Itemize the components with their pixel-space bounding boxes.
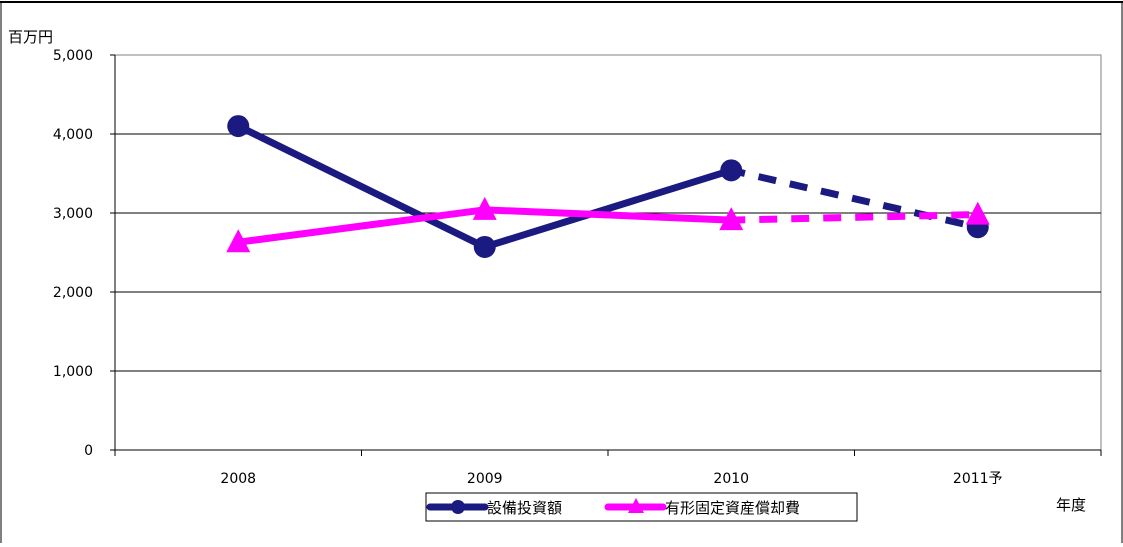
legend-label-capex: 設備投資額 [487, 499, 562, 517]
legend-marker-capex [451, 500, 465, 514]
data-point-circle [473, 235, 496, 258]
x-tick-label: 2009 [467, 471, 503, 487]
x-tick-label: 2010 [713, 471, 749, 487]
y-tick-label: 5,000 [53, 48, 93, 64]
x-tick-label: 2008 [220, 471, 256, 487]
series-line-forecast [730, 166, 979, 231]
legend-label-depreciation: 有形固定資産償却費 [665, 499, 800, 517]
data-point-triangle [472, 196, 497, 220]
y-tick-label: 1,000 [53, 364, 93, 380]
data-point-triangle [965, 201, 990, 225]
series [226, 115, 990, 258]
legend-marker-depreciation [628, 498, 644, 513]
y-tick-label: 3,000 [53, 206, 93, 222]
x-tick-label: 2011予 [953, 471, 1003, 487]
axes: 0 1,000 2,000 3,000 4,000 5,000 2008 2009 2010 20… [53, 48, 1102, 487]
data-point-triangle [719, 207, 744, 231]
series-line-forecast [731, 211, 978, 224]
data-point-circle [227, 115, 250, 138]
y-tick-label: 2,000 [53, 285, 93, 301]
y-tick-label: 4,000 [53, 127, 93, 143]
y-tick-label: 0 [84, 443, 93, 459]
x-unit-label: 年度 [1056, 496, 1086, 514]
plot-area [114, 54, 1102, 451]
data-point-circle [720, 159, 743, 182]
y-unit-label: 百万円 [8, 28, 53, 46]
data-point-triangle [226, 229, 251, 253]
legend: 設備投資額 有形固定資産償却費 [425, 492, 858, 522]
